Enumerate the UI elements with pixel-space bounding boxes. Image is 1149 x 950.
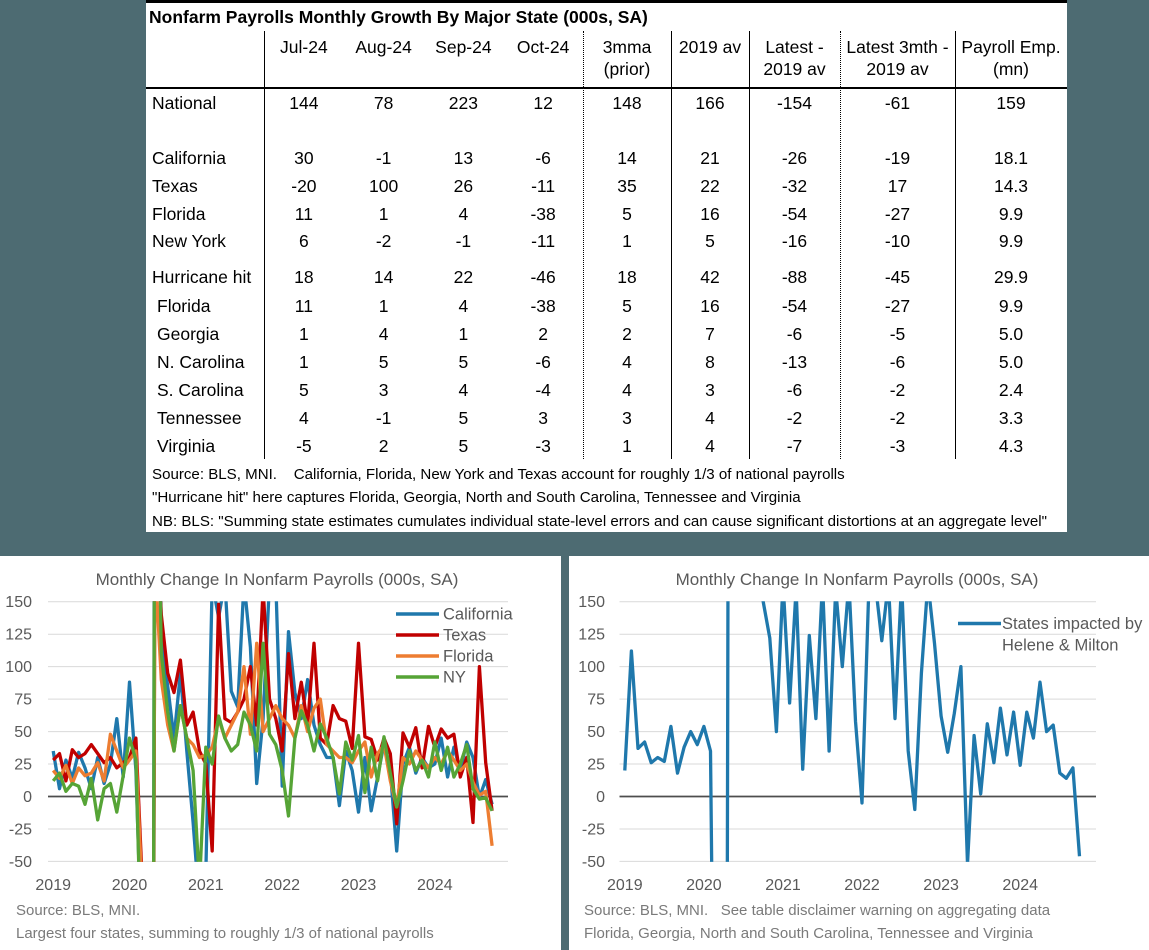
- svg-text:2021: 2021: [188, 877, 224, 894]
- svg-text:Largest four states, summing t: Largest four states, summing to roughly …: [16, 925, 434, 942]
- svg-text:-50: -50: [582, 854, 605, 871]
- svg-text:50: 50: [587, 724, 605, 741]
- svg-text:150: 150: [5, 594, 32, 611]
- svg-text:100: 100: [5, 659, 32, 676]
- svg-text:25: 25: [587, 757, 605, 774]
- svg-text:0: 0: [596, 789, 605, 806]
- svg-text:-25: -25: [582, 822, 605, 839]
- svg-text:125: 125: [5, 627, 32, 644]
- svg-text:2024: 2024: [1002, 877, 1038, 894]
- svg-text:2019: 2019: [607, 877, 643, 894]
- svg-text:2023: 2023: [923, 877, 959, 894]
- svg-text:0: 0: [23, 789, 32, 806]
- svg-text:Source: BLS, MNI. See table: Source: BLS, MNI. See table disclaimer w…: [584, 902, 1051, 919]
- svg-text:NY: NY: [443, 669, 466, 687]
- svg-text:2020: 2020: [112, 877, 148, 894]
- svg-text:2020: 2020: [686, 877, 722, 894]
- svg-text:California: California: [443, 606, 514, 624]
- svg-text:Florida, Georgia, North and So: Florida, Georgia, North and South Caroli…: [584, 925, 1034, 942]
- svg-text:Florida: Florida: [443, 648, 494, 666]
- svg-text:Texas: Texas: [443, 627, 486, 645]
- svg-text:75: 75: [14, 692, 32, 709]
- svg-text:2022: 2022: [844, 877, 880, 894]
- svg-text:2024: 2024: [417, 877, 453, 894]
- svg-text:Monthly Change In Nonfarm Payr: Monthly Change In Nonfarm Payrolls (000s…: [676, 570, 1039, 589]
- svg-text:Monthly Change In Nonfarm Payr: Monthly Change In Nonfarm Payrolls (000s…: [96, 570, 459, 589]
- svg-text:2019: 2019: [35, 877, 71, 894]
- svg-text:-25: -25: [9, 822, 32, 839]
- svg-text:Helene & Milton: Helene & Milton: [1002, 637, 1118, 655]
- svg-text:-50: -50: [9, 854, 32, 871]
- svg-text:75: 75: [587, 692, 605, 709]
- svg-text:125: 125: [578, 627, 605, 644]
- svg-text:50: 50: [14, 724, 32, 741]
- svg-text:25: 25: [14, 757, 32, 774]
- svg-text:2021: 2021: [765, 877, 801, 894]
- svg-text:150: 150: [578, 594, 605, 611]
- svg-text:2022: 2022: [264, 877, 300, 894]
- svg-text:Source: BLS, MNI.: Source: BLS, MNI.: [16, 902, 140, 919]
- svg-text:2023: 2023: [341, 877, 377, 894]
- svg-text:100: 100: [578, 659, 605, 676]
- svg-text:States impacted by: States impacted by: [1002, 615, 1143, 633]
